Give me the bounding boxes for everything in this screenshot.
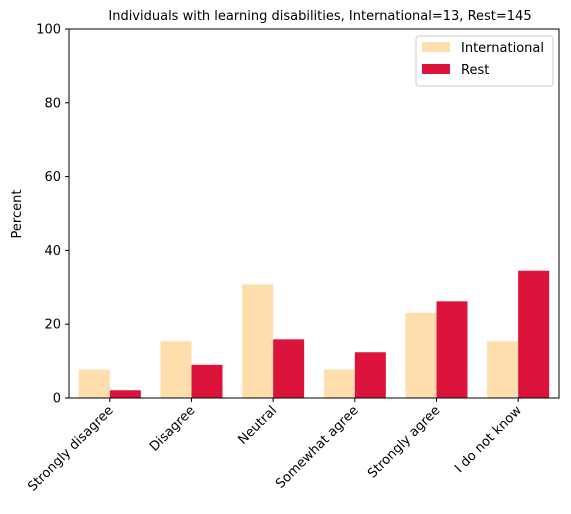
x-tick-label-3: Somewhat agree — [273, 403, 362, 492]
legend-swatch-0 — [422, 42, 450, 52]
bar-international-0 — [78, 369, 110, 398]
bar-rest-2 — [273, 339, 305, 398]
bar-international-1 — [160, 341, 192, 398]
y-tick-label-4: 80 — [44, 96, 61, 111]
x-tick-label-1: Disagree — [147, 403, 198, 454]
bar-rest-4 — [436, 301, 468, 398]
y-tick-label-1: 20 — [44, 318, 61, 333]
bar-international-5 — [487, 341, 519, 398]
legend-box — [415, 35, 554, 87]
bar-international-2 — [242, 284, 274, 398]
bar-rest-5 — [518, 270, 550, 398]
x-tick-label-2: Neutral — [235, 403, 280, 448]
y-axis-label: Percent — [10, 190, 25, 239]
y-tick-label-0: 0 — [53, 392, 61, 407]
y-tick-label-5: 100 — [36, 23, 61, 38]
bar-rest-1 — [191, 364, 223, 398]
y-tick-label-2: 40 — [44, 244, 61, 259]
bar-rest-3 — [354, 352, 386, 398]
y-tick-label-3: 60 — [44, 170, 61, 185]
axes-group: 0 20 40 60 80 100 Strongly disagree Disagree Neu… — [25, 23, 560, 495]
legend: International Rest — [415, 35, 554, 87]
bar-rest-0 — [109, 390, 141, 398]
bar-international-3 — [323, 369, 355, 398]
chart-title: Individuals with learning disabilities, … — [108, 9, 531, 24]
plot-frame — [68, 28, 560, 399]
x-tick-label-4: Strongly agree — [365, 403, 443, 481]
bars-group — [78, 270, 550, 398]
legend-label-1: Rest — [461, 63, 489, 78]
x-tick-label-5: I do not know — [452, 403, 525, 476]
legend-swatch-1 — [422, 64, 450, 74]
legend-label-0: International — [461, 41, 544, 56]
x-tick-label-0: Strongly disagree — [25, 403, 116, 494]
bar-international-4 — [405, 312, 437, 398]
